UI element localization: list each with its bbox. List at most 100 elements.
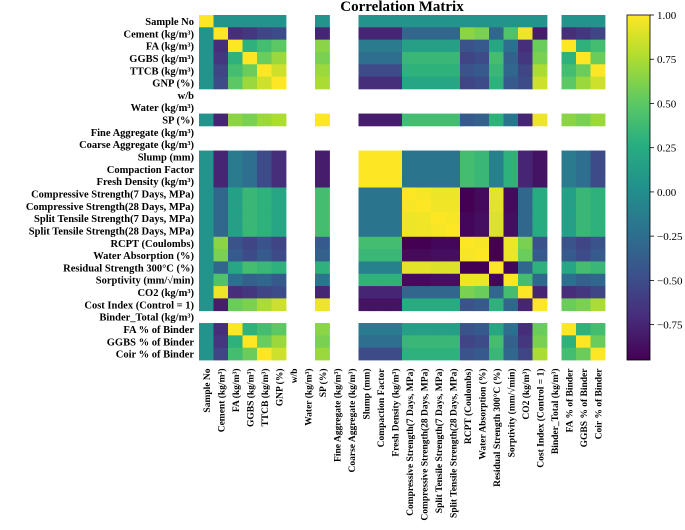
heatmap-cell (199, 286, 214, 299)
heatmap-cell (590, 15, 606, 28)
heatmap-cell (358, 27, 374, 41)
heatmap-cell (373, 76, 388, 90)
heatmap-cell (474, 199, 490, 213)
heatmap-cell (489, 175, 504, 188)
heatmap-cell (416, 162, 432, 176)
row-label: Fine Aggregate (kg/m³) (91, 128, 195, 139)
row-label: FA % of Binder (123, 325, 194, 336)
heatmap-cell (489, 212, 504, 225)
heatmap-cell (445, 27, 461, 41)
colorbar: 1.00 0.75 0.50 0.25 0.00 −0.25 −0.50 −0.75 (626, 10, 683, 361)
heatmap-cell (373, 347, 388, 361)
heatmap-cell (358, 224, 374, 238)
heatmap-cell (474, 27, 490, 41)
heatmap-cell (576, 199, 591, 213)
heatmap-cell (213, 212, 229, 225)
heatmap-cell (590, 347, 606, 361)
heatmap-cell (358, 51, 374, 65)
heatmap-cell (242, 323, 258, 336)
heatmap-cell (387, 199, 403, 213)
heatmap-cell (474, 51, 490, 65)
heatmap-cell (576, 113, 591, 127)
colorbar-tick-label: −0.50 (657, 275, 683, 287)
heatmap-cell (518, 51, 533, 65)
heatmap-cell (576, 64, 591, 78)
heatmap-cell (532, 113, 548, 127)
heatmap-cell (532, 323, 548, 336)
heatmap-cell (576, 286, 591, 299)
heatmap-cell (373, 261, 388, 275)
heatmap-cell (576, 224, 591, 238)
heatmap-cell (315, 212, 330, 225)
heatmap-cell (387, 273, 403, 287)
heatmap-cell (315, 76, 330, 90)
heatmap-cell (503, 224, 519, 238)
heatmap-cell (474, 286, 490, 299)
heatmap-cell (576, 76, 591, 90)
column-label: Sorptivity (mm/√min) (506, 369, 517, 458)
heatmap-cell (445, 286, 461, 299)
heatmap-cell (257, 113, 272, 127)
heatmap-cell (576, 273, 591, 287)
heatmap-cell (416, 261, 432, 275)
heatmap-cell (402, 199, 417, 213)
heatmap-cell (445, 347, 461, 361)
heatmap-cell (561, 175, 577, 188)
heatmap-cell (315, 323, 330, 336)
heatmap-cell (590, 187, 606, 201)
heatmap-cell (518, 199, 533, 213)
heatmap-cell (242, 199, 258, 213)
heatmap-cell (358, 249, 374, 262)
heatmap-cell (358, 286, 374, 299)
heatmap-cell (402, 150, 417, 164)
heatmap-cell (242, 64, 258, 78)
row-label: w/b (178, 91, 195, 102)
heatmap-cell (257, 323, 272, 336)
heatmap-cell (503, 187, 519, 201)
heatmap-cell (532, 162, 548, 176)
row-label: Compressive Strength(7 Days, MPa) (31, 189, 194, 200)
heatmap-cell (228, 286, 243, 299)
colorbar-gradient (626, 14, 651, 361)
row-label: Water (kg/m³) (131, 103, 195, 114)
heatmap-cell (561, 261, 577, 275)
heatmap-cell (532, 224, 548, 238)
heatmap-cell (460, 323, 475, 336)
heatmap-cell (228, 199, 243, 213)
heatmap-cell (257, 286, 272, 299)
heatmap-cell (242, 113, 258, 127)
heatmap-cell (576, 15, 591, 28)
heatmap-cell (228, 249, 243, 262)
heatmap-cell (561, 39, 577, 53)
column-label: Compressive Strength(7 Days, MPa) (405, 369, 416, 516)
heatmap-cell (358, 298, 374, 312)
heatmap-cell (228, 323, 243, 336)
heatmap-cell (358, 347, 374, 361)
heatmap-cell (518, 113, 533, 127)
heatmap-cell (416, 249, 432, 262)
heatmap-cell (257, 335, 272, 349)
heatmap-cell (489, 273, 504, 287)
heatmap-cell (431, 212, 446, 225)
heatmap-cell (532, 150, 548, 164)
heatmap-cell (257, 64, 272, 78)
heatmap-cell (489, 39, 504, 53)
heatmap-cell (445, 335, 461, 349)
heatmap-cell (590, 39, 606, 53)
heatmap-cell (489, 199, 504, 213)
heatmap-cell (228, 150, 243, 164)
heatmap-cell (489, 51, 504, 65)
heatmap-cell (315, 27, 330, 41)
heatmap-cell (213, 335, 229, 349)
heatmap-cell (242, 212, 258, 225)
heatmap-cell (503, 273, 519, 287)
heatmap-cell (431, 298, 446, 312)
heatmap-cell (590, 199, 606, 213)
column-label: Residual Strength 300°C (%) (492, 369, 503, 487)
heatmap-cell (590, 335, 606, 349)
heatmap-cell (416, 113, 432, 127)
heatmap-cell (503, 162, 519, 176)
heatmap-cell (402, 175, 417, 188)
heatmap-cell (474, 150, 490, 164)
